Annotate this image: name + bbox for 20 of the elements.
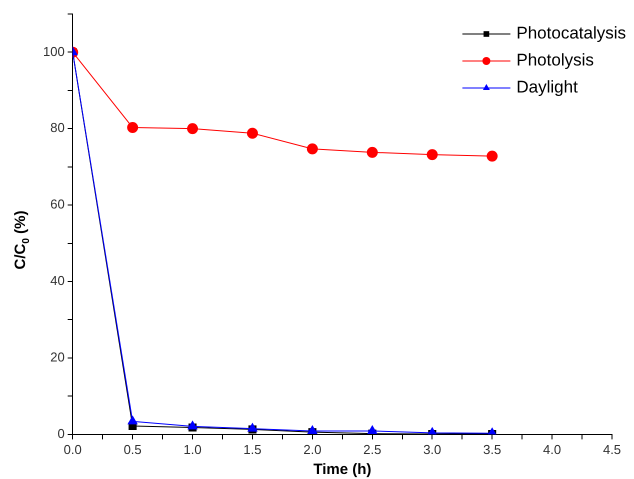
x-tick-label: 2.5 <box>363 442 382 457</box>
x-tick-label: 1.0 <box>184 442 202 457</box>
y-tick-label: 100 <box>42 44 65 59</box>
x-axis-title: Time (h) <box>313 461 372 478</box>
y-tick-label: 80 <box>50 120 65 136</box>
x-tick-label: 0.5 <box>124 442 142 457</box>
legend-label: Photolysis <box>516 50 594 70</box>
y-tick-label: 40 <box>50 273 65 288</box>
y-tick-label: 0 <box>57 426 65 441</box>
x-tick-label: 3.5 <box>483 442 502 457</box>
legend-label: Photocatalysis <box>516 24 626 43</box>
x-tick-label: 4.0 <box>543 442 562 457</box>
x-tick-label: 1.5 <box>243 442 262 457</box>
x-tick-label: 2.0 <box>303 442 322 457</box>
y-tick-label: 60 <box>50 196 65 212</box>
y-tick-label: 20 <box>50 350 65 365</box>
legend-label: Daylight <box>516 78 578 97</box>
x-tick-label: 0.0 <box>64 442 82 457</box>
x-tick-label: 3.0 <box>423 442 442 457</box>
x-tick-label: 4.5 <box>602 442 622 457</box>
